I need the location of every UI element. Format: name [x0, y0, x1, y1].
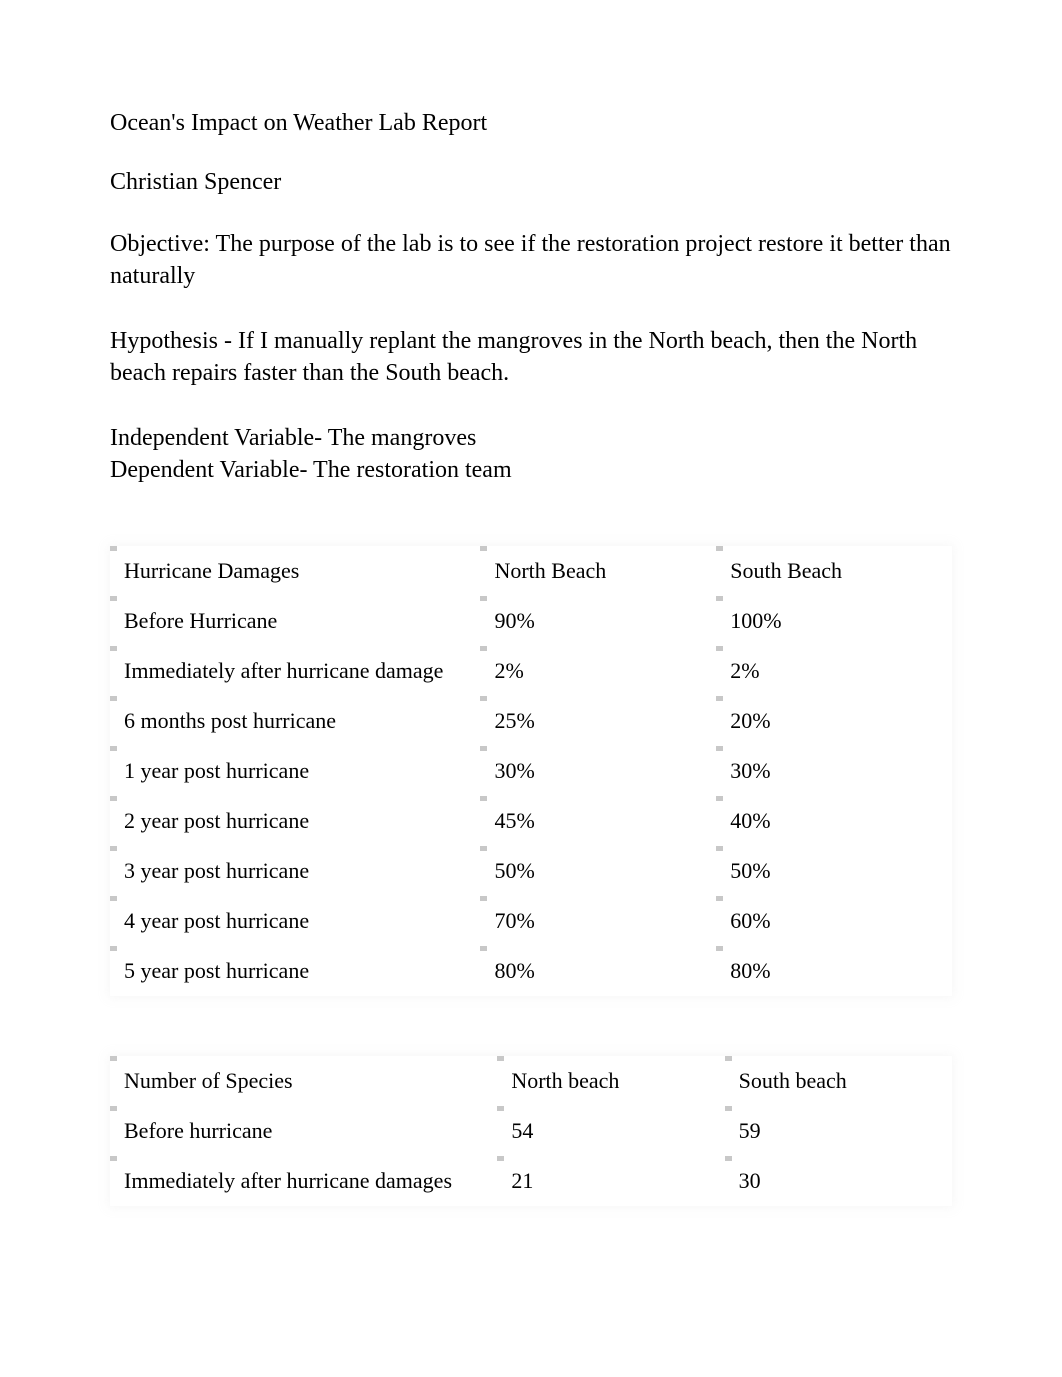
table-cell: 21: [497, 1156, 724, 1206]
table-row: 3 year post hurricane 50% 50%: [110, 846, 952, 896]
table-cell: 30%: [716, 746, 952, 796]
table-header-cell: North Beach: [480, 546, 716, 596]
independent-variable: Independent Variable- The mangroves: [110, 422, 952, 454]
table-header-cell: South Beach: [716, 546, 952, 596]
table-cell: 40%: [716, 796, 952, 846]
table-cell: 54: [497, 1106, 724, 1156]
table-cell: 2%: [480, 646, 716, 696]
table-cell: 50%: [716, 846, 952, 896]
table-cell: Before hurricane: [110, 1106, 497, 1156]
table-cell: 30: [725, 1156, 952, 1206]
variables-block: Independent Variable- The mangroves Depe…: [110, 422, 952, 487]
table-cell: 70%: [480, 896, 716, 946]
table-header-cell: Hurricane Damages: [110, 546, 480, 596]
table-row: 1 year post hurricane 30% 30%: [110, 746, 952, 796]
table-cell: 30%: [480, 746, 716, 796]
table-row: Immediately after hurricane damage 2% 2%: [110, 646, 952, 696]
dependent-variable: Dependent Variable- The restoration team: [110, 454, 952, 486]
table-header-cell: South beach: [725, 1056, 952, 1106]
table-row: 2 year post hurricane 45% 40%: [110, 796, 952, 846]
table-cell: 20%: [716, 696, 952, 746]
table-cell: 2 year post hurricane: [110, 796, 480, 846]
table-header-row: Number of Species North beach South beac…: [110, 1056, 952, 1106]
author-name: Christian Spencer: [110, 169, 952, 196]
table-cell: 60%: [716, 896, 952, 946]
table-cell: Immediately after hurricane damages: [110, 1156, 497, 1206]
table-cell: 80%: [480, 946, 716, 996]
table-header-row: Hurricane Damages North Beach South Beac…: [110, 546, 952, 596]
table-cell: 59: [725, 1106, 952, 1156]
table-cell: 90%: [480, 596, 716, 646]
report-title: Ocean's Impact on Weather Lab Report: [110, 110, 952, 137]
table-cell: 50%: [480, 846, 716, 896]
table-cell: Before Hurricane: [110, 596, 480, 646]
table-cell: 80%: [716, 946, 952, 996]
table-cell: 25%: [480, 696, 716, 746]
species-table: Number of Species North beach South beac…: [110, 1056, 952, 1206]
table-cell: 45%: [480, 796, 716, 846]
table-cell: 100%: [716, 596, 952, 646]
table-cell: 5 year post hurricane: [110, 946, 480, 996]
table-row: 4 year post hurricane 70% 60%: [110, 896, 952, 946]
table-cell: 6 months post hurricane: [110, 696, 480, 746]
table-header-cell: Number of Species: [110, 1056, 497, 1106]
table-row: Before Hurricane 90% 100%: [110, 596, 952, 646]
objective-text: Objective: The purpose of the lab is to …: [110, 228, 952, 293]
table-row: Before hurricane 54 59: [110, 1106, 952, 1156]
table-header-cell: North beach: [497, 1056, 724, 1106]
table-cell: 3 year post hurricane: [110, 846, 480, 896]
table-cell: Immediately after hurricane damage: [110, 646, 480, 696]
table-row: Immediately after hurricane damages 21 3…: [110, 1156, 952, 1206]
table-row: 5 year post hurricane 80% 80%: [110, 946, 952, 996]
hypothesis-text: Hypothesis - If I manually replant the m…: [110, 325, 952, 390]
table-row: 6 months post hurricane 25% 20%: [110, 696, 952, 746]
table-cell: 4 year post hurricane: [110, 896, 480, 946]
table-cell: 1 year post hurricane: [110, 746, 480, 796]
hurricane-damages-table: Hurricane Damages North Beach South Beac…: [110, 546, 952, 996]
table-cell: 2%: [716, 646, 952, 696]
